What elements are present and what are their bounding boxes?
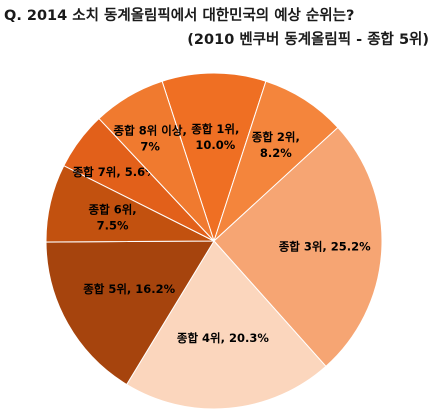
pie-slice: [161, 72, 267, 243]
slice-label-line: 종합 1위,: [191, 122, 239, 136]
slice-label: 종합 5위, 16.2%: [83, 282, 175, 296]
slice-value-label: 10.0%: [195, 138, 235, 152]
chart-subtitle: (2010 벤쿠버 동계올림픽 - 종합 5위): [187, 32, 429, 48]
pie-slice: [98, 80, 215, 242]
slice-label: 종합 7위, 5.6%: [73, 165, 157, 179]
slice-label: 종합 6위, 7.5%: [89, 202, 137, 232]
slice-value-label: 7.5%: [97, 218, 129, 232]
slice-label-line: 종합 8위 이상,: [114, 123, 187, 137]
slice-label-line: 종합 3위, 25.2%: [279, 240, 371, 254]
slice-value-label: 8.2%: [260, 146, 292, 160]
slice-label: 종합 1위, 10.0%: [191, 122, 239, 152]
slice-label-line: 종합 6위,: [89, 202, 137, 216]
pie-slice: [212, 80, 339, 243]
pie-slice: [213, 126, 383, 368]
slice-label-line: 종합 2위,: [252, 130, 300, 144]
slice-label-line: 종합 5위, 16.2%: [83, 282, 175, 296]
slice-label: 종합 4위, 20.3%: [177, 331, 269, 345]
slice-label-line: 종합 7위, 5.6%: [73, 165, 157, 179]
slice-label: 종합 2위, 8.2%: [252, 130, 300, 160]
slice-label: 종합 8위 이상, 7%: [114, 123, 187, 153]
slice-label-line: 종합 4위, 20.3%: [177, 331, 269, 345]
pie-slice: [45, 240, 215, 386]
chart-title: Q. 2014 소치 동계올림픽에서 대한민국의 예상 순위는?: [4, 8, 355, 24]
slice-value-label: 7%: [140, 139, 160, 153]
slice-label: 종합 3위, 25.2%: [279, 240, 371, 254]
pie-slice: [125, 240, 327, 409]
